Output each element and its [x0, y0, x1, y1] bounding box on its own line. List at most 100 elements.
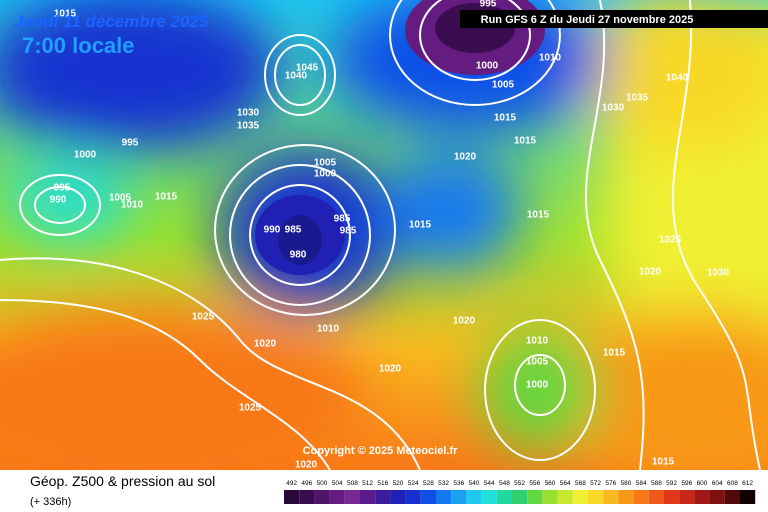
scale-label: 580	[621, 480, 632, 487]
isobar-label: 1030	[602, 103, 625, 114]
scale-label: 528	[423, 480, 434, 487]
lead-time: (+ 336h)	[30, 496, 71, 508]
isobar-label: 980	[290, 250, 307, 261]
scale-label: 544	[484, 480, 495, 487]
scale-label: 600	[697, 480, 708, 487]
scale-label: 492	[286, 480, 297, 487]
scale-label: 552	[514, 480, 525, 487]
scale-label: 608	[727, 480, 738, 487]
scale-swatch	[588, 490, 604, 504]
isobar-label: 1010	[317, 324, 340, 335]
isobar-label: 1040	[285, 71, 308, 82]
isobar-label: 1010	[539, 53, 562, 64]
scale-label: 512	[362, 480, 373, 487]
isobar-label: 1015	[603, 348, 626, 359]
scale-swatch	[299, 490, 315, 504]
field	[0, 0, 768, 490]
scale-swatch	[633, 490, 649, 504]
scale-swatch	[664, 490, 680, 504]
scale-swatch	[740, 490, 756, 504]
isobar-label: 995	[54, 183, 71, 194]
scale-label: 516	[377, 480, 388, 487]
scale-swatch	[679, 490, 695, 504]
isobar-label: 1010	[121, 200, 144, 211]
isobar-label: 1030	[707, 268, 730, 279]
isobar-label: 1020	[379, 364, 402, 375]
color-scale: 492 496 500 504 508 512 516 520 524 528 532 536 540 5…	[284, 480, 756, 504]
scale-label: 500	[317, 480, 328, 487]
scale-label: 612	[742, 480, 753, 487]
scale-swatch	[329, 490, 345, 504]
scale-swatch	[314, 490, 330, 504]
isobar-label: 1015	[514, 136, 537, 147]
scale-label: 504	[332, 480, 343, 487]
isobar-label: 1010	[526, 336, 549, 347]
scale-label: 604	[712, 480, 723, 487]
isobar-label: 1020	[454, 152, 477, 163]
scale-label: 532	[438, 480, 449, 487]
scale-label: 540	[469, 480, 480, 487]
scale-label: 572	[590, 480, 601, 487]
isobar-label: 1005	[314, 158, 337, 169]
isobar-label: 1025	[239, 403, 262, 414]
scale-label: 508	[347, 480, 358, 487]
scale-swatch	[466, 490, 482, 504]
scale-swatch	[542, 490, 558, 504]
isobar-label: 1000	[526, 380, 549, 391]
isobar-label: 1020	[295, 460, 318, 471]
isobar-label: 985	[285, 225, 302, 236]
scale-swatch	[512, 490, 528, 504]
isobar-label: 1040	[666, 73, 689, 84]
forecast-time: 7:00 locale	[22, 33, 135, 58]
isobar-label: 1005	[526, 357, 549, 368]
isobar-label: 1000	[314, 169, 337, 180]
scale-swatch	[709, 490, 725, 504]
isobar-label: 985	[334, 214, 351, 225]
isobar-label: 1005	[492, 80, 515, 91]
scale-label: 596	[681, 480, 692, 487]
scale-swatch	[405, 490, 421, 504]
scale-swatch	[618, 490, 634, 504]
scale-label: 564	[560, 480, 571, 487]
scale-label: 568	[575, 480, 586, 487]
isobar-label: 1035	[626, 93, 649, 104]
isobar-label: 1030	[237, 108, 260, 119]
isobars	[0, 0, 760, 470]
scale-swatch	[375, 490, 391, 504]
scale-swatch	[436, 490, 452, 504]
isobar-label: 1035	[237, 121, 260, 132]
scale-label: 560	[545, 480, 556, 487]
scale-swatch	[603, 490, 619, 504]
isobar-label: 1020	[639, 267, 662, 278]
isobar-label: 1045	[296, 63, 319, 74]
run-banner	[460, 10, 768, 28]
scale-label: 536	[453, 480, 464, 487]
scale-swatch	[572, 490, 588, 504]
isobar-label: 1015	[155, 192, 178, 203]
isobar-label: 1015	[652, 457, 675, 468]
isobar-label: 1020	[254, 339, 277, 350]
scale-swatch	[694, 490, 710, 504]
isobar-label: 1015	[494, 113, 517, 124]
scale-swatch	[390, 490, 406, 504]
isobar-label: 1005	[109, 193, 132, 204]
isobar-label: 1015	[54, 9, 77, 20]
isobar-label: 1025	[192, 312, 215, 323]
isobar-label: 1015	[527, 210, 550, 221]
isobar-label: 1000	[74, 150, 97, 161]
forecast-date: Jeudi 11 décembre 2025	[14, 12, 209, 31]
scale-label: 576	[605, 480, 616, 487]
scale-swatch	[420, 490, 436, 504]
scale-swatch	[451, 490, 467, 504]
isobar-label: 990	[50, 195, 67, 206]
copyright: Copyright © 2025 Meteociel.fr	[303, 445, 459, 457]
legend-title: Géop. Z500 & pression au sol	[30, 473, 215, 489]
scale-swatch	[724, 490, 740, 504]
isobar-label: 995	[122, 138, 139, 149]
isobar-label: 1000	[476, 61, 499, 72]
scale-swatch	[527, 490, 543, 504]
scale-swatch	[284, 490, 300, 504]
